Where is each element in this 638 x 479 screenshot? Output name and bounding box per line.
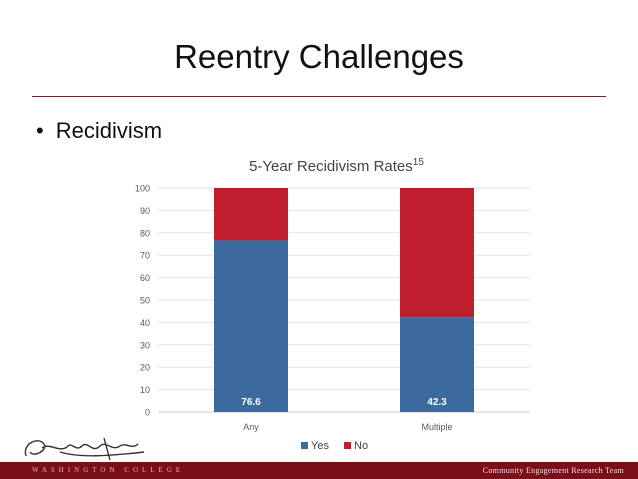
bullet-item: • Recidivism	[36, 118, 162, 144]
washington-signature-logo	[20, 434, 150, 469]
chart-title-text: 5-Year Recidivism Rates	[249, 158, 413, 175]
bullet-text: Recidivism	[55, 118, 163, 143]
bar-yes	[400, 317, 474, 412]
y-tick-label: 90	[140, 206, 150, 216]
y-tick-label: 60	[140, 273, 150, 283]
chart-legend: Yes No	[301, 440, 368, 452]
data-label: 76.6	[241, 397, 261, 408]
chart-title-footnote: 15	[412, 157, 424, 168]
x-axis-ticks: Any Multiple	[243, 422, 452, 432]
x-tick-label: Any	[243, 422, 259, 432]
y-tick-label: 80	[140, 228, 150, 238]
bullet-dot-icon: •	[36, 118, 44, 143]
bar-yes	[214, 240, 288, 412]
y-axis-ticks: 0 10 20 30 40 50 60 70 80 90 100	[135, 184, 150, 418]
y-tick-label: 70	[140, 251, 150, 261]
legend-label-no: No	[354, 440, 368, 452]
y-tick-label: 100	[135, 184, 150, 194]
legend-swatch-yes	[301, 442, 308, 449]
x-tick-label: Multiple	[421, 422, 452, 432]
y-tick-label: 10	[140, 385, 150, 395]
y-tick-label: 30	[140, 340, 150, 350]
legend-label-yes: Yes	[311, 440, 329, 452]
footer-bar	[0, 462, 638, 479]
college-name: WASHINGTON COLLEGE	[32, 466, 185, 474]
y-tick-label: 40	[140, 318, 150, 328]
chart-bars: 76.6 42.3	[214, 188, 474, 412]
legend-swatch-no	[344, 442, 351, 449]
bar-no	[400, 188, 474, 318]
slide-title: Reentry Challenges	[174, 38, 464, 75]
title-divider	[32, 96, 606, 97]
chart-gridlines	[158, 187, 530, 413]
y-tick-label: 20	[140, 363, 150, 373]
chart-title: 5-Year Recidivism Rates15	[0, 157, 638, 175]
y-tick-label: 0	[145, 408, 150, 418]
data-label: 42.3	[427, 397, 447, 408]
footer-team-name: Community Engagement Research Team	[482, 466, 624, 475]
bar-no	[214, 188, 288, 241]
y-tick-label: 50	[140, 296, 150, 306]
